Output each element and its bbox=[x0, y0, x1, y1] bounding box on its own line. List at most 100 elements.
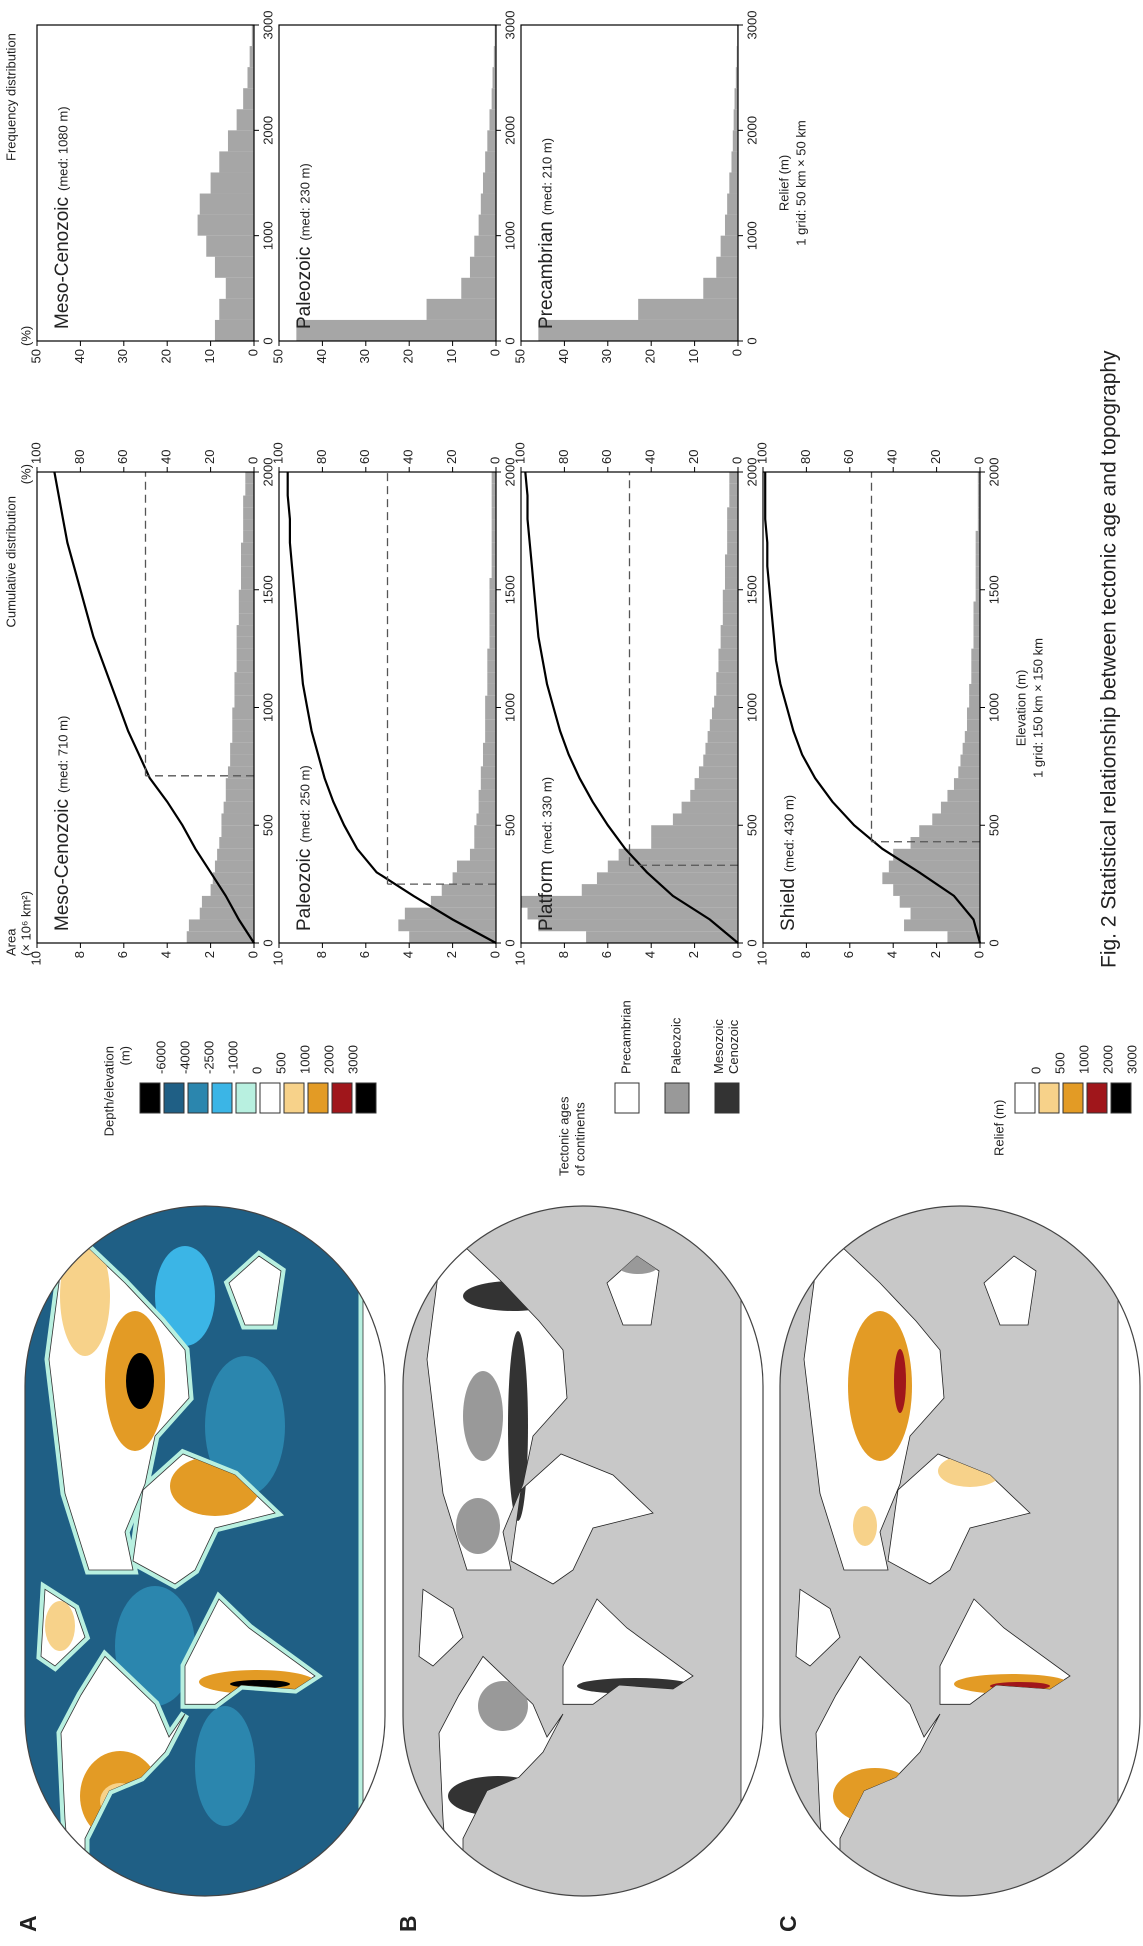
bar bbox=[724, 577, 738, 590]
y2-tick-label: 0 bbox=[729, 457, 744, 464]
legend-label: Cenozoic bbox=[726, 1019, 741, 1074]
bar bbox=[243, 507, 254, 520]
legend-swatch bbox=[714, 1082, 740, 1114]
x-tick-label: 3000 bbox=[744, 11, 759, 40]
x-tick-label: 500 bbox=[260, 814, 275, 836]
bar bbox=[485, 731, 496, 743]
bar bbox=[491, 542, 497, 555]
bar bbox=[733, 109, 738, 131]
bar bbox=[491, 88, 497, 110]
bar bbox=[722, 601, 738, 614]
bar bbox=[953, 778, 981, 790]
legend-label: -1000 bbox=[225, 1041, 240, 1074]
bar bbox=[729, 472, 739, 484]
bar bbox=[223, 801, 254, 814]
y-tick-label: 10 bbox=[512, 951, 527, 965]
bar bbox=[734, 88, 739, 110]
highland bbox=[60, 1236, 110, 1356]
bar bbox=[210, 884, 255, 896]
bar bbox=[456, 860, 497, 873]
bar bbox=[596, 872, 739, 885]
y-tick-label: 2 bbox=[444, 951, 459, 958]
map-c-body bbox=[780, 1206, 1140, 1896]
bar bbox=[491, 507, 497, 520]
bar bbox=[188, 919, 254, 932]
bar bbox=[975, 554, 980, 567]
bar bbox=[478, 214, 497, 236]
bar bbox=[452, 872, 497, 885]
bar bbox=[586, 931, 738, 943]
x-tick-label: 1500 bbox=[260, 575, 275, 604]
y2-axis-label: Cumulative distribution bbox=[3, 496, 18, 628]
legend-label: -6000 bbox=[153, 1041, 168, 1074]
bar bbox=[474, 235, 496, 257]
legend-label: 2000 bbox=[1100, 1045, 1115, 1074]
bar bbox=[703, 277, 739, 299]
panel-subtitle: (med: 210 m) bbox=[539, 138, 554, 215]
bar bbox=[489, 589, 496, 602]
panel-title: Precambrian bbox=[536, 221, 557, 329]
bar bbox=[722, 613, 738, 626]
legend-swatch bbox=[1086, 1082, 1108, 1114]
bar bbox=[724, 554, 738, 567]
legend-label: Precambrian bbox=[618, 1000, 633, 1074]
x-axis-label: Relief (m) bbox=[776, 155, 791, 211]
y2-tick-label: 80 bbox=[556, 450, 571, 464]
bar bbox=[214, 256, 255, 278]
bar bbox=[489, 577, 496, 590]
y2-tick-label: 0 bbox=[971, 457, 986, 464]
bar bbox=[482, 742, 497, 755]
bar bbox=[243, 495, 254, 508]
bar bbox=[690, 789, 739, 802]
y2-tick-label: 20 bbox=[202, 450, 217, 464]
panel-subtitle: (med: 230 m) bbox=[297, 163, 312, 240]
x-tick-label: 2000 bbox=[744, 116, 759, 145]
bar bbox=[489, 625, 496, 637]
bar bbox=[971, 648, 981, 661]
bar bbox=[489, 601, 496, 614]
ocean-patch bbox=[155, 1246, 215, 1346]
bar bbox=[186, 931, 254, 943]
y-axis-label: Area bbox=[3, 928, 18, 956]
y2-tick-label: 80 bbox=[72, 450, 87, 464]
map-c bbox=[779, 1205, 1141, 1897]
legend-swatch bbox=[1062, 1082, 1084, 1114]
bar bbox=[491, 483, 497, 496]
legend-label: 3000 bbox=[1124, 1045, 1139, 1074]
y-axis-label: Frequency distribution bbox=[3, 33, 18, 161]
bar bbox=[232, 719, 255, 732]
y-tick-label: 6 bbox=[357, 951, 372, 958]
panel-subtitle: (med: 1080 m) bbox=[55, 106, 70, 191]
bar bbox=[975, 566, 980, 578]
bar bbox=[430, 895, 496, 908]
legend-label: Paleozoic bbox=[668, 1017, 683, 1074]
panel-label: A bbox=[15, 1915, 41, 1932]
y-tick-label: 6 bbox=[841, 951, 856, 958]
bar bbox=[461, 277, 496, 299]
x-tick-label: 1500 bbox=[502, 575, 517, 604]
legend-title: of continents bbox=[572, 1102, 587, 1176]
bar bbox=[219, 837, 254, 849]
legend-swatch bbox=[259, 1082, 281, 1114]
legend-title: (m) bbox=[117, 1046, 132, 1066]
bar bbox=[698, 766, 739, 779]
y-axis-unit: (%) bbox=[18, 326, 33, 346]
bar bbox=[236, 660, 254, 673]
bar bbox=[975, 589, 980, 602]
bar bbox=[973, 613, 980, 626]
bar bbox=[474, 825, 496, 838]
legend-swatch bbox=[331, 1082, 353, 1114]
ocean-patch bbox=[205, 1356, 285, 1496]
bar bbox=[538, 919, 738, 932]
y2-tick-label: 20 bbox=[928, 450, 943, 464]
x-tick-label: 2000 bbox=[260, 458, 275, 487]
x-tick-label: 0 bbox=[744, 337, 759, 344]
x-tick-label: 0 bbox=[260, 939, 275, 946]
bar bbox=[711, 707, 739, 720]
bar bbox=[480, 193, 496, 215]
bar bbox=[975, 530, 980, 543]
y-tick-label: 0 bbox=[729, 349, 744, 356]
bar bbox=[482, 754, 497, 767]
y2-tick-label: 40 bbox=[401, 450, 416, 464]
